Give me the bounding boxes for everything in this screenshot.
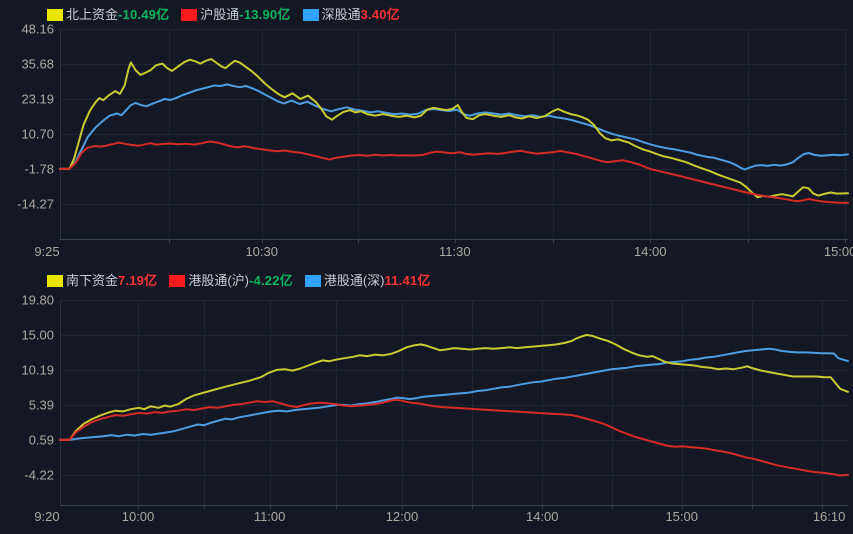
x-axis-tick-label: 9:25 bbox=[34, 244, 59, 259]
legend-series-value: 3.40亿 bbox=[360, 7, 400, 22]
legend-series-value: -13.90亿 bbox=[239, 7, 291, 22]
legend-series-value: 11.41亿 bbox=[384, 273, 431, 288]
x-axis-tick-label: 16:10 bbox=[813, 509, 846, 524]
legend-southbound: 南下资金 7.19亿 港股通(沪) -4.22亿 港股通(深) 11.41亿 bbox=[47, 273, 443, 288]
legend-swatch-icon bbox=[169, 274, 186, 287]
y-axis-tick-label: -4.22 bbox=[24, 468, 54, 483]
legend-item-red[interactable]: 港股通(沪) -4.22亿 bbox=[169, 273, 293, 288]
legend-series-name: 港股通(沪) bbox=[188, 273, 249, 288]
y-axis-tick-label: 19.80 bbox=[21, 293, 54, 308]
legend-northbound: 北上资金 -10.49亿 沪股通 -13.90亿 深股通 3.40亿 bbox=[47, 7, 412, 22]
x-axis-tick-label: 10:30 bbox=[245, 244, 278, 259]
series-line-blue[interactable] bbox=[59, 83, 849, 171]
legend-item-yellow[interactable]: 北上资金 -10.49亿 bbox=[47, 7, 169, 22]
x-axis-tick-label: 15:00 bbox=[824, 244, 853, 259]
legend-series-name: 深股通 bbox=[321, 7, 361, 22]
legend-item-blue[interactable]: 港股通(深) 11.41亿 bbox=[304, 273, 431, 288]
legend-series-name: 沪股通 bbox=[200, 7, 240, 22]
series-line-yellow[interactable] bbox=[59, 58, 849, 199]
y-axis-tick-label: 35.68 bbox=[21, 57, 54, 72]
y-axis-tick-label: 0.59 bbox=[29, 433, 54, 448]
chart-southbound[interactable]: 19.80 15.00 10.19 5.39 0.59 -4.22 9:20 10:00 11:… bbox=[0, 266, 853, 534]
y-axis-tick-label: 15.00 bbox=[21, 328, 54, 343]
y-axis-tick-label: 10.70 bbox=[21, 127, 54, 142]
legend-series-value: 7.19亿 bbox=[118, 273, 158, 288]
series-line-yellow[interactable] bbox=[59, 334, 849, 441]
legend-item-red[interactable]: 沪股通 -13.90亿 bbox=[181, 7, 290, 22]
x-axis-tick-label: 15:00 bbox=[665, 509, 698, 524]
legend-item-blue[interactable]: 深股通 3.40亿 bbox=[302, 7, 400, 22]
x-axis-tick-label: 12:00 bbox=[386, 509, 419, 524]
y-axis-tick-label: -1.78 bbox=[24, 162, 54, 177]
y-axis-tick-label: 48.16 bbox=[21, 22, 54, 37]
chart-northbound[interactable]: 48.16 35.68 23.19 10.70 -1.78 -14.27 9:25 10:30… bbox=[0, 0, 853, 262]
legend-swatch-icon bbox=[302, 8, 319, 21]
legend-series-name: 北上资金 bbox=[66, 7, 119, 22]
x-axis-tick-label: 11:00 bbox=[254, 509, 286, 524]
legend-swatch-icon bbox=[47, 8, 63, 21]
legend-series-name: 南下资金 bbox=[66, 273, 119, 288]
series-line-red[interactable] bbox=[59, 140, 849, 204]
x-axis-tick-label: 9:20 bbox=[34, 509, 59, 524]
x-axis-tick-label: 10:00 bbox=[122, 509, 155, 524]
y-axis-tick-label: 23.19 bbox=[21, 92, 54, 107]
legend-series-value: -10.49亿 bbox=[118, 7, 170, 22]
legend-swatch-icon bbox=[181, 8, 198, 21]
series-line-red[interactable] bbox=[59, 398, 849, 477]
x-axis-tick-label: 14:00 bbox=[634, 244, 667, 259]
legend-series-value: -4.22亿 bbox=[249, 273, 293, 288]
y-axis-tick-label: 5.39 bbox=[29, 398, 54, 413]
y-axis-tick-label: 10.19 bbox=[21, 363, 54, 378]
x-axis-tick-label: 11:30 bbox=[439, 244, 471, 259]
x-axis-tick-label: 14:00 bbox=[526, 509, 559, 524]
legend-swatch-icon bbox=[304, 274, 321, 287]
legend-swatch-icon bbox=[47, 274, 63, 287]
series-line-blue[interactable] bbox=[59, 347, 849, 441]
legend-item-yellow[interactable]: 南下资金 7.19亿 bbox=[47, 273, 157, 288]
y-axis-tick-label: -14.27 bbox=[17, 197, 54, 212]
legend-series-name: 港股通(深) bbox=[323, 273, 385, 288]
